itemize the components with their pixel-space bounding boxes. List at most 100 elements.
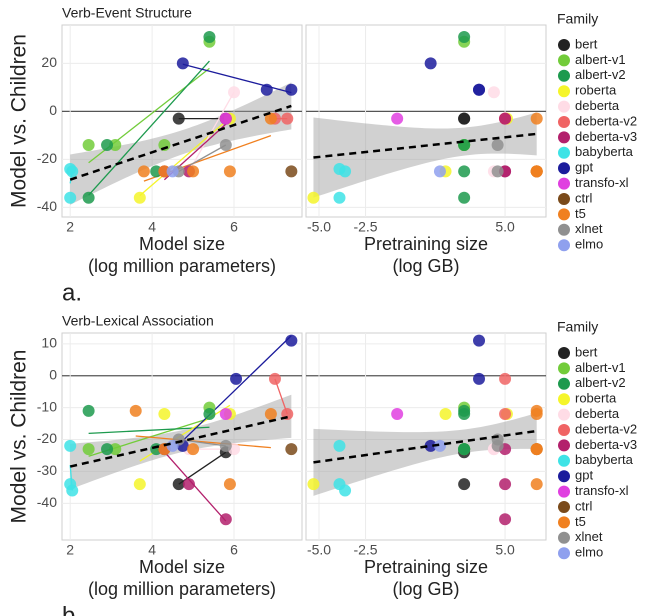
data-point	[82, 191, 95, 204]
data-point	[530, 408, 543, 421]
data-point	[166, 165, 179, 178]
data-point	[499, 112, 512, 125]
legend-swatch	[558, 439, 570, 452]
data-point	[203, 31, 216, 43]
legend-label: babyberta	[575, 452, 634, 467]
x-axis-label: (log million parameters)	[88, 256, 276, 276]
legend-label: ctrl	[575, 498, 592, 513]
legend-swatch	[558, 177, 570, 190]
x-tick-label: -5.0	[307, 542, 331, 558]
data-point	[129, 404, 142, 417]
data-point	[530, 478, 543, 491]
legend-label: elmo	[575, 237, 603, 252]
legend-swatch	[558, 547, 570, 560]
y-tick-label: -40	[37, 198, 57, 214]
legend-swatch	[558, 454, 570, 467]
x-axis-label: Model size	[139, 234, 225, 254]
data-point	[219, 513, 232, 526]
data-point	[182, 478, 195, 491]
family-fit-line	[182, 335, 292, 442]
legend-title: Family	[557, 319, 598, 335]
family-fit-line	[182, 63, 292, 94]
legend-label: bert	[575, 344, 598, 359]
legend-swatch	[558, 69, 570, 82]
x-axis-label: Model size	[139, 557, 225, 577]
legend-swatch	[558, 146, 570, 159]
data-point	[285, 165, 298, 178]
trend-line	[313, 429, 537, 464]
y-tick-label: -40	[37, 494, 57, 510]
data-point	[433, 165, 446, 178]
legend-swatch	[558, 162, 570, 175]
family-fit-line	[88, 426, 210, 435]
data-point	[499, 478, 512, 491]
legend-swatch	[558, 516, 570, 529]
x-axis-label: Pretraining size	[364, 557, 488, 577]
data-point	[473, 83, 486, 96]
legend-swatch	[558, 377, 570, 390]
data-point	[203, 408, 216, 421]
y-tick-label: -10	[37, 398, 57, 414]
data-point	[424, 57, 437, 70]
data-point	[260, 83, 273, 96]
legend-label: albert-v1	[575, 52, 626, 67]
panel-label: b.	[62, 602, 82, 616]
legend-label: albert-v1	[575, 360, 626, 375]
y-tick-label: 0	[49, 102, 57, 118]
data-point	[307, 478, 320, 491]
legend-swatch	[558, 39, 570, 51]
data-point	[339, 165, 352, 178]
data-point	[172, 478, 185, 491]
y-tick-label: -20	[37, 150, 57, 166]
data-point	[339, 484, 352, 497]
legend-swatch	[558, 85, 570, 98]
data-point	[223, 165, 236, 178]
data-point	[499, 513, 512, 526]
legend-swatch	[558, 208, 570, 221]
legend-swatch	[558, 116, 570, 128]
legend-label: deberta-v3	[575, 129, 637, 144]
trend-line	[313, 132, 537, 159]
data-point	[158, 408, 171, 421]
x-axis-label: (log GB)	[392, 256, 459, 276]
data-point	[458, 165, 471, 178]
legend-swatch	[558, 501, 570, 513]
data-point	[391, 408, 404, 421]
data-point	[458, 478, 471, 491]
family-fit-line	[274, 378, 288, 415]
y-tick-label: -30	[37, 462, 57, 478]
data-point	[219, 112, 232, 125]
data-point	[499, 408, 512, 421]
legend-swatch	[558, 223, 570, 236]
legend-label: albert-v2	[575, 375, 626, 390]
x-tick-label: -2.5	[353, 219, 377, 235]
legend-label: xlnet	[575, 221, 603, 236]
x-axis-label: (log GB)	[392, 579, 459, 599]
data-point	[101, 139, 114, 151]
y-axis-label: Model vs. Children	[8, 34, 31, 208]
legend-label: gpt	[575, 468, 593, 483]
y-tick-label: 0	[49, 366, 57, 382]
data-point	[333, 191, 346, 204]
legend-swatch	[558, 424, 570, 436]
legend-label: deberta-v2	[575, 113, 637, 128]
data-point	[219, 408, 232, 421]
y-tick-label: 20	[41, 54, 57, 70]
data-point	[187, 165, 200, 178]
x-tick-label: -5.0	[307, 219, 331, 235]
legend-swatch	[558, 485, 570, 498]
legend-label: deberta-v3	[575, 437, 637, 452]
x-tick-label: 6	[230, 542, 238, 558]
legend-label: t5	[575, 514, 586, 529]
data-point	[219, 439, 232, 452]
data-point	[458, 31, 471, 43]
legend-label: gpt	[575, 160, 593, 175]
data-point	[499, 372, 512, 385]
legend-swatch	[558, 362, 570, 375]
legend-label: xlnet	[575, 529, 603, 544]
data-point	[82, 443, 95, 456]
data-point	[487, 86, 500, 99]
data-point	[530, 443, 543, 456]
legend-label: ctrl	[575, 190, 592, 205]
data-point	[187, 443, 200, 456]
